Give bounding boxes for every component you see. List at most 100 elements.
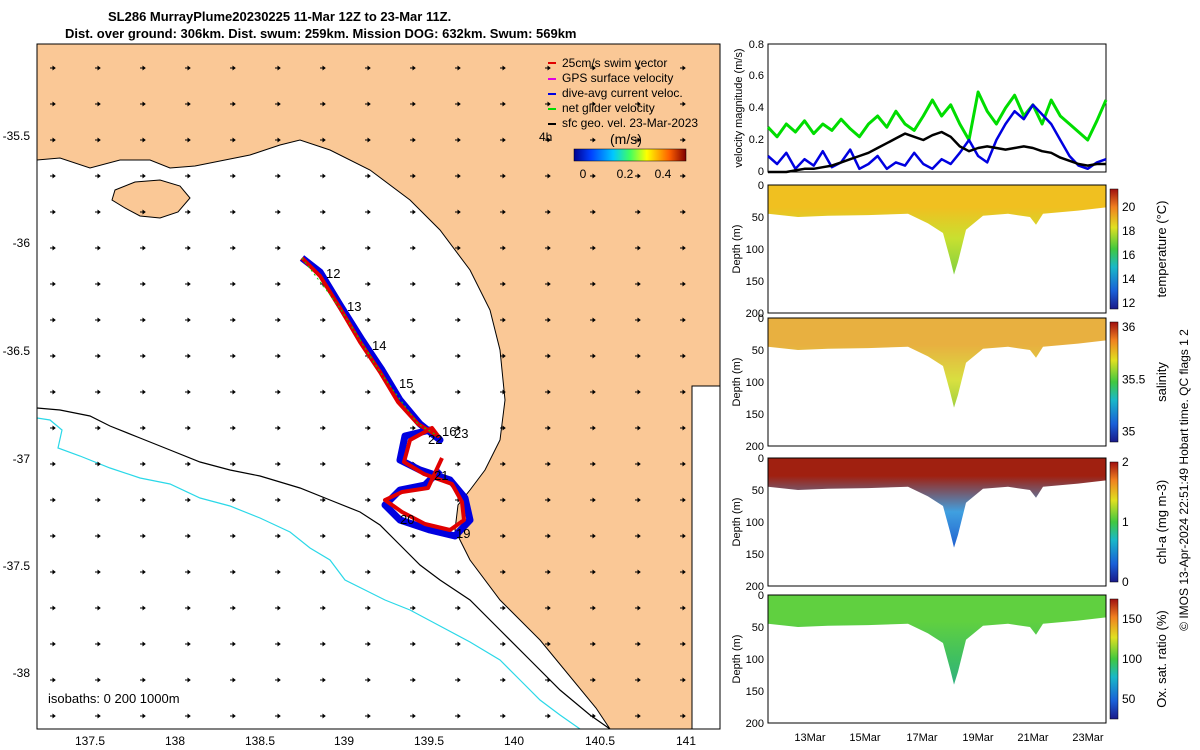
vector-arrow xyxy=(50,533,56,539)
vector-arrow xyxy=(590,389,596,395)
vector-arrow xyxy=(140,209,146,215)
depth-tick: 0 xyxy=(758,313,764,325)
lat-tick: -37.5 xyxy=(3,559,31,573)
vector-arrow xyxy=(545,281,551,287)
vector-arrow xyxy=(365,569,371,575)
vector-arrow xyxy=(455,353,461,359)
vector-arrow xyxy=(365,173,371,179)
vector-arrow xyxy=(545,317,551,323)
vector-arrow xyxy=(320,677,326,683)
vector-arrow xyxy=(545,173,551,179)
vector-arrow xyxy=(500,713,506,719)
vector-arrow xyxy=(635,389,641,395)
vector-arrow xyxy=(635,425,641,431)
vector-arrow xyxy=(635,137,641,143)
depth-axis-label: Depth (m) xyxy=(731,225,743,274)
vector-arrow xyxy=(455,605,461,611)
vector-arrow xyxy=(50,65,56,71)
vector-arrow xyxy=(50,497,56,503)
depth-tick: 0 xyxy=(758,453,764,465)
panel-colorbar xyxy=(1109,598,1119,720)
figure-title-line2: Dist. over ground: 306km. Dist. swum: 25… xyxy=(65,26,577,41)
vector-arrow xyxy=(230,281,236,287)
vector-arrow xyxy=(590,497,596,503)
map-frame xyxy=(36,43,721,730)
vector-arrow xyxy=(320,245,326,251)
time-tick: 21Mar xyxy=(1017,732,1049,744)
vector-arrow xyxy=(230,65,236,71)
vector-arrow xyxy=(320,461,326,467)
depth-axis-label: Depth (m) xyxy=(731,635,743,684)
lon-tick: 139 xyxy=(334,734,354,748)
time-tick: 23Mar xyxy=(1072,732,1104,744)
vector-arrow xyxy=(230,245,236,251)
vector-arrow xyxy=(275,569,281,575)
vector-arrow xyxy=(50,461,56,467)
day-label: 23 xyxy=(454,426,468,441)
vector-arrow xyxy=(455,317,461,323)
time-tick: 15Mar xyxy=(849,732,881,744)
vector-arrow xyxy=(275,137,281,143)
lat-tick: -38 xyxy=(13,666,31,680)
depth-tick: 200 xyxy=(746,718,764,730)
section-data xyxy=(768,595,1106,685)
vector-arrow xyxy=(635,497,641,503)
vector-arrow xyxy=(545,533,551,539)
vector-arrow xyxy=(275,245,281,251)
depth-tick: 100 xyxy=(746,377,764,389)
vector-arrow xyxy=(140,173,146,179)
velocity-chart: 0 0.2 0.4 0.6 0.8 velocity magnitude (m/… xyxy=(733,39,1108,178)
vector-arrow xyxy=(230,641,236,647)
vector-arrow xyxy=(320,65,326,71)
vector-arrow xyxy=(365,497,371,503)
vel-ytick: 0.8 xyxy=(749,39,764,51)
vector-arrow xyxy=(185,65,191,71)
vector-arrow xyxy=(320,353,326,359)
vector-arrow xyxy=(365,245,371,251)
vector-arrow xyxy=(50,605,56,611)
vector-arrow xyxy=(545,461,551,467)
colorbar-tick: 0.4 xyxy=(655,167,672,181)
lon-tick: 140.5 xyxy=(585,734,615,748)
vector-arrow xyxy=(185,677,191,683)
vector-arrow xyxy=(500,533,506,539)
vector-arrow xyxy=(590,281,596,287)
depth-tick: 50 xyxy=(752,485,764,497)
vector-arrow xyxy=(410,497,416,503)
vector-arrow xyxy=(230,101,236,107)
vector-arrow xyxy=(275,101,281,107)
vector-arrow xyxy=(275,533,281,539)
vector-arrow xyxy=(680,497,686,503)
vector-arrow xyxy=(680,353,686,359)
lon-tick: 138 xyxy=(165,734,185,748)
vector-arrow xyxy=(365,209,371,215)
vector-arrow xyxy=(275,677,281,683)
depth-tick: 150 xyxy=(746,276,764,288)
vector-arrow xyxy=(230,389,236,395)
vector-arrow xyxy=(635,353,641,359)
panel-colorbar xyxy=(1109,461,1119,583)
colorbar-tick: 36 xyxy=(1122,320,1136,334)
vector-arrow xyxy=(140,317,146,323)
panel-frame xyxy=(767,184,1107,314)
depth-tick: 100 xyxy=(746,244,764,256)
vector-arrow xyxy=(50,677,56,683)
vector-arrow xyxy=(500,317,506,323)
vector-arrow xyxy=(635,245,641,251)
colorbar-tick: 16 xyxy=(1122,248,1136,262)
vector-arrow xyxy=(635,533,641,539)
vector-arrow xyxy=(185,497,191,503)
vector-arrow xyxy=(545,209,551,215)
vector-arrow xyxy=(230,173,236,179)
vector-arrow xyxy=(590,137,596,143)
vector-arrow xyxy=(545,425,551,431)
velocity-series-line xyxy=(768,130,1106,174)
vector-arrow xyxy=(545,389,551,395)
vector-arrow xyxy=(545,497,551,503)
vector-arrow xyxy=(635,209,641,215)
vector-arrow xyxy=(185,281,191,287)
panel-colorbar xyxy=(1109,188,1119,310)
vector-arrow xyxy=(590,173,596,179)
